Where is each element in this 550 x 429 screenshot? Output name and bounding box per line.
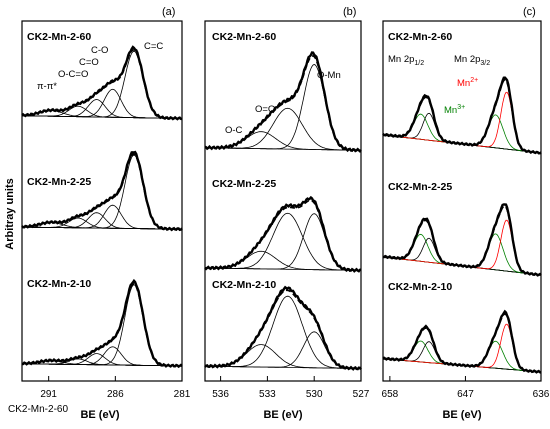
panel-b-x-axis-title: BE (eV) — [263, 409, 302, 421]
panel-a-annotation-c-c: C=C — [144, 41, 163, 52]
panel-c-x-tick-label: 636 — [533, 389, 550, 400]
panel-a-annotation-c-o: C-O — [91, 45, 108, 56]
panel-a-sample-mid: CK2-Mn-2-25 — [27, 176, 91, 188]
panel-c-label: (c) — [523, 6, 536, 18]
panel-a-x-axis-title: BE (eV) — [80, 409, 119, 421]
panel-a-sample-bot: CK2-Mn-2-10 — [27, 278, 91, 290]
panel-c-x-tick-label: 658 — [382, 389, 399, 400]
panel-c-frame — [383, 21, 541, 381]
panel-a-x-tick-label: 291 — [40, 389, 57, 400]
panel-a-experimental-curve — [22, 281, 182, 367]
panel-b-x-tick-label: 530 — [306, 389, 323, 400]
panel-a-sample-top: CK2-Mn-2-60 — [27, 31, 91, 43]
panel-c-experimental-curve — [383, 205, 541, 276]
panel-b-experimental-curve — [205, 198, 361, 272]
panel-b-fit-envelope — [205, 290, 361, 368]
panel-a-x-tick-label: 281 — [174, 389, 191, 400]
panel-c-sample-mid: CK2-Mn-2-25 — [388, 181, 452, 193]
panel-b-component-peak — [205, 214, 361, 271]
panel-a-annotation-o-c-dbl-o: O-C=O — [58, 69, 88, 80]
panel-a-label: (a) — [162, 6, 175, 18]
panel-a-x-tick-label: 286 — [107, 389, 124, 400]
panel-a-component-peak — [22, 285, 182, 366]
panel-a-frame — [22, 21, 182, 381]
panel-b-component-peak — [205, 213, 361, 270]
panel-b-annotation-o-dbl-c: O=C — [255, 104, 275, 115]
panel-b-experimental-curve — [205, 53, 361, 152]
panel-c-annotation-mn2plus: Mn2+ — [457, 77, 478, 89]
stray-sample-label: CK2-Mn-2-60 — [8, 404, 68, 415]
panel-b-label: (b) — [343, 6, 356, 18]
panel-b-x-tick-label: 533 — [259, 389, 276, 400]
panel-b-x-tick-label: 527 — [353, 389, 370, 400]
panel-b-x-tick-label: 536 — [212, 389, 229, 400]
panel-b-component-peak — [205, 296, 361, 368]
panel-c-annotation-mn2p12: Mn 2p1/2 — [388, 54, 424, 67]
panel-b-sample-bot: CK2-Mn-2-10 — [212, 279, 276, 291]
panel-a-annotation-pi-pi: π-π* — [37, 81, 57, 92]
panel-a-annotation-c-dbl-o: C=O — [79, 57, 99, 68]
y-axis-title: Arbitray units — [4, 178, 16, 250]
panel-b-sample-mid: CK2-Mn-2-25 — [212, 178, 276, 190]
panel-c-x-axis-title: BE (eV) — [442, 409, 481, 421]
panel-c-experimental-curve — [383, 312, 541, 373]
panel-c-annotation-mn2p32: Mn 2p3/2 — [454, 54, 490, 67]
panel-b-fit-envelope — [205, 201, 361, 271]
panel-c-sample-top: CK2-Mn-2-60 — [388, 31, 452, 43]
panel-c-sample-bot: CK2-Mn-2-10 — [388, 281, 452, 293]
panel-c-annotation-mn3plus: Mn3+ — [444, 104, 465, 116]
panel-b-sample-top: CK2-Mn-2-60 — [212, 31, 276, 43]
panel-c-x-tick-label: 647 — [457, 389, 474, 400]
panel-b-component-peak — [205, 332, 361, 369]
panel-a-fit-envelope — [22, 284, 182, 366]
panel-b-annotation-o-c: O-C — [225, 125, 243, 136]
